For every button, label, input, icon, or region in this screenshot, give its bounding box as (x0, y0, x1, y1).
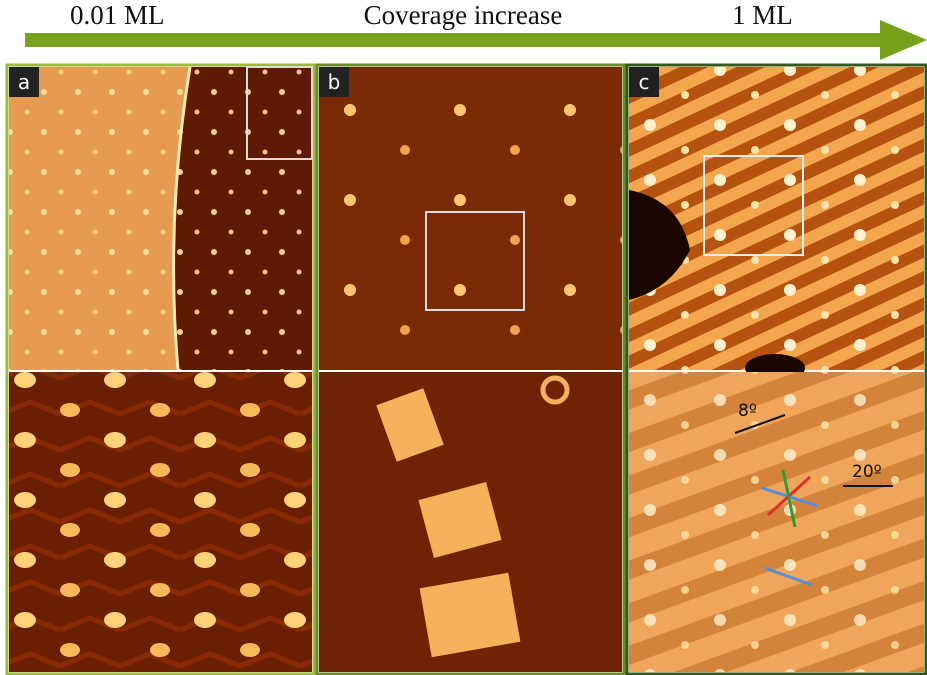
start-label: 0.01 ML (70, 0, 165, 30)
panel-label: b (328, 70, 341, 94)
header-title: Coverage increase (364, 0, 563, 30)
end-label: 1 ML (732, 0, 793, 30)
angle-annotation: 8º (738, 401, 757, 421)
arrow-head (880, 20, 927, 60)
arrow-shaft (25, 33, 885, 47)
panel-a: a (7, 65, 314, 674)
panel-c: 8º 20º c (627, 65, 926, 674)
panel-b: b (317, 65, 624, 674)
panel-label: c (639, 70, 650, 94)
angle-annotation: 20º (852, 462, 882, 482)
panel-label: a (18, 70, 30, 94)
figure: 0.01 ML Coverage increase 1 ML a b (0, 0, 927, 675)
